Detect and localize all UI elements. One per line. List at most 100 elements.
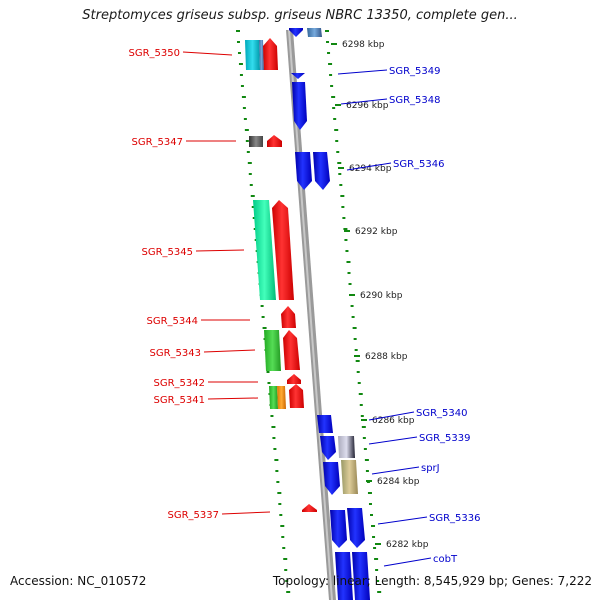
gene-body xyxy=(341,460,358,494)
gene-sprJ[interactable] xyxy=(323,460,358,495)
boundary-dash xyxy=(336,151,340,153)
boundary-dash xyxy=(345,250,349,252)
gene-SGR_5343[interactable] xyxy=(264,330,300,371)
gene-label-right[interactable]: SGR_5336 xyxy=(429,513,481,524)
tick-mark xyxy=(349,294,355,296)
gene-arrow xyxy=(292,82,307,130)
boundary-dash xyxy=(271,426,276,428)
gene-SGR_5344[interactable] xyxy=(281,306,296,328)
gene-arrow xyxy=(267,135,282,147)
gene-label-left[interactable]: SGR_5344 xyxy=(147,316,199,327)
tick-label: 6298 kbp xyxy=(342,40,385,50)
boundary-dash xyxy=(347,272,351,274)
label-leader xyxy=(371,466,420,475)
boundary-dash xyxy=(242,107,246,109)
gene-SGR_5336[interactable] xyxy=(330,508,365,548)
boundary-dash xyxy=(246,151,250,153)
boundary-dash xyxy=(327,52,331,54)
gene-SGR_5345[interactable] xyxy=(253,200,294,300)
gene-label-left[interactable]: SGR_5342 xyxy=(154,378,206,389)
boundary-dash xyxy=(276,481,280,483)
gene-label-right[interactable]: SGR_5339 xyxy=(419,433,471,444)
boundary-dash xyxy=(342,217,346,219)
tick-mark xyxy=(344,230,350,232)
boundary-dash xyxy=(334,129,339,131)
gene-arrow xyxy=(323,462,340,495)
tick-mark xyxy=(366,480,372,482)
boundary-dash xyxy=(354,349,358,351)
label-leader xyxy=(368,411,415,421)
gene-label-left[interactable]: SGR_5343 xyxy=(150,348,202,359)
gene-label-left[interactable]: SGR_5347 xyxy=(132,137,184,148)
tick-label: 6284 kbp xyxy=(377,477,420,487)
boundary-dash xyxy=(252,217,256,219)
gene-label-right[interactable]: cobT xyxy=(433,554,458,565)
label-leader xyxy=(207,397,259,400)
boundary-dash xyxy=(361,426,366,428)
gene-label-right[interactable]: SGR_5348 xyxy=(389,95,441,106)
gene-SGR_5337[interactable] xyxy=(302,504,317,512)
tick-mark xyxy=(338,167,344,169)
boundary-dash xyxy=(370,514,374,516)
boundary-dash xyxy=(362,437,366,439)
boundary-dash xyxy=(331,96,336,98)
gene-cobT[interactable] xyxy=(335,552,370,600)
gene-SGR_5347[interactable] xyxy=(249,135,282,147)
boundary-dash xyxy=(356,371,360,373)
gene-arrow xyxy=(313,152,330,190)
gene-label-right[interactable]: SGR_5346 xyxy=(393,159,445,170)
gene-label-left[interactable]: SGR_5345 xyxy=(142,247,194,258)
boundary-dash xyxy=(371,525,376,527)
gene-arrow xyxy=(347,508,365,548)
gene-SGR_5342[interactable] xyxy=(287,374,301,384)
gene-label-left[interactable]: SGR_5341 xyxy=(154,395,206,406)
gene-arrow xyxy=(302,504,317,512)
gene-arrow xyxy=(330,510,347,548)
boundary-dash xyxy=(286,591,291,593)
boundary-dash xyxy=(249,184,253,186)
gene-body xyxy=(338,436,355,458)
boundary-dash xyxy=(352,327,357,329)
boundary-dash xyxy=(329,74,333,76)
boundary-dash xyxy=(239,74,243,76)
boundary-dash xyxy=(357,382,361,384)
boundary-dash xyxy=(377,591,382,593)
gene-label-left[interactable]: SGR_5350 xyxy=(129,48,181,59)
gene-arrow xyxy=(287,374,301,384)
gene-arrow xyxy=(289,384,304,408)
left-gene-labels: SGR_5350 SGR_5347 SGR_5345 SGR_5344 SGR_5343… xyxy=(129,48,271,521)
tick-mark xyxy=(375,543,381,545)
gene-body xyxy=(245,40,260,70)
boundary-dash xyxy=(333,118,337,120)
boundary-dash xyxy=(359,404,363,406)
gene-body xyxy=(335,552,353,600)
right-gene-labels: SGR_5349 SGR_5348 SGR_5346 SGR_5340 SGR_5339… xyxy=(337,66,481,567)
boundary-dash xyxy=(244,129,249,131)
gene-SGR_5350[interactable] xyxy=(245,38,278,70)
label-leader xyxy=(337,69,388,75)
gene-label-right[interactable]: SGR_5349 xyxy=(389,66,441,77)
boundary-dash xyxy=(350,305,354,307)
gene-SGR_5341[interactable] xyxy=(269,384,304,409)
gene-label-right[interactable]: SGR_5340 xyxy=(416,408,468,419)
tick-label: 6282 kbp xyxy=(386,540,429,550)
gene-arrow xyxy=(272,200,294,300)
gene-SGR_5349[interactable] xyxy=(291,73,305,79)
gene-SGR_5339[interactable] xyxy=(320,436,355,460)
gene-SGR_5340[interactable] xyxy=(317,415,333,433)
boundary-dash xyxy=(340,195,345,197)
boundary-dash xyxy=(330,85,334,87)
tick-label: 6292 kbp xyxy=(355,227,398,237)
boundary-dash xyxy=(260,305,264,307)
gene-SGR_5346[interactable] xyxy=(295,152,330,190)
boundary-dash xyxy=(337,162,342,164)
boundary-dash xyxy=(373,547,377,549)
label-leader xyxy=(377,516,428,525)
boundary-dash xyxy=(267,382,271,384)
boundary-dash xyxy=(343,228,348,230)
gene-label-left[interactable]: SGR_5337 xyxy=(168,510,220,521)
tick-mark xyxy=(335,104,341,106)
gene-SGR_5348[interactable] xyxy=(292,82,307,130)
gene-label-right[interactable]: sprJ xyxy=(421,463,440,474)
tick-label: 6294 kbp xyxy=(349,164,392,174)
